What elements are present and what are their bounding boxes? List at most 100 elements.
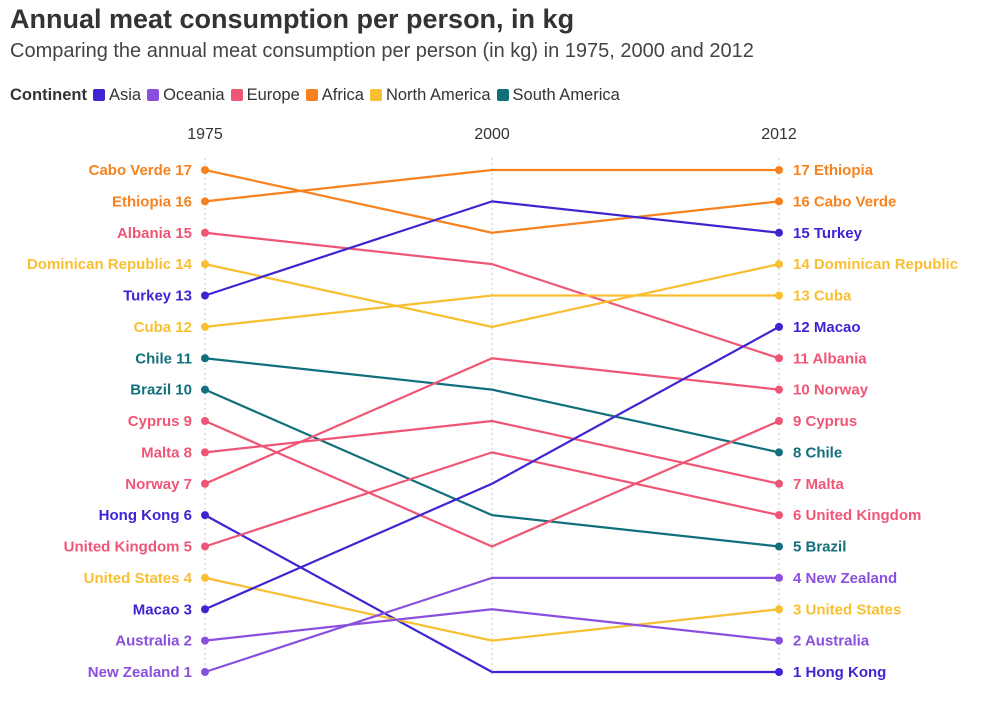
legend-label-asia: Asia <box>108 85 142 104</box>
label-1975-turkey: Turkey 13 <box>123 288 192 305</box>
legend-swatch-asia <box>92 89 105 101</box>
label-1975-hong-kong: Hong Kong 6 <box>99 507 192 524</box>
series-line-united-states <box>203 576 781 642</box>
series-line-macao <box>203 325 781 611</box>
point-2012-united-states <box>775 605 783 614</box>
series-line-new-zealand <box>203 576 781 674</box>
legend-swatch-europe <box>230 89 243 101</box>
point-2012-turkey <box>775 228 783 237</box>
label-1975-chile: Chile 11 <box>135 350 192 367</box>
point-1975-brazil <box>201 385 209 394</box>
point-1975-malta <box>201 448 209 457</box>
series-line-brazil <box>203 388 781 548</box>
label-2012-norway: 10 Norway <box>793 382 869 399</box>
point-2012-albania <box>775 354 783 363</box>
chart-title: Annual meat consumption per person, in k… <box>10 4 575 34</box>
label-1975-albania: Albania 15 <box>117 225 192 242</box>
label-2012-albania: 11 Albania <box>793 350 867 367</box>
point-2012-dominican-republic <box>775 260 783 269</box>
legend-item-asia[interactable]: Asia <box>92 85 142 105</box>
point-1975-new-zealand <box>201 668 209 676</box>
point-1975-cabo-verde <box>201 166 209 174</box>
point-1975-hong-kong <box>201 511 209 520</box>
point-2012-new-zealand <box>775 573 783 582</box>
legend-label-north-america: North America <box>385 85 491 104</box>
point-1975-norway <box>201 479 209 488</box>
point-2012-australia <box>775 636 783 645</box>
legend-label-oceania: Oceania <box>163 85 225 104</box>
series-line-turkey <box>203 200 781 297</box>
year-label-1975: 1975 <box>187 126 223 143</box>
legend-item-europe[interactable]: Europe <box>230 85 300 105</box>
label-2012-macao: 12 Macao <box>793 319 861 336</box>
label-1975-dominican-republic: Dominican Republic 14 <box>27 256 193 273</box>
label-2012-cabo-verde: 16 Cabo Verde <box>793 193 896 210</box>
label-1975-norway: Norway 7 <box>125 476 192 493</box>
point-1975-chile <box>201 354 209 363</box>
label-1975-cyprus: Cyprus 9 <box>128 413 192 430</box>
label-2012-australia: 2 Australia <box>793 633 870 650</box>
point-1975-united-states <box>201 573 209 582</box>
label-2012-turkey: 15 Turkey <box>793 225 863 242</box>
label-1975-brazil: Brazil 10 <box>130 382 192 399</box>
label-2012-hong-kong: 1 Hong Kong <box>793 664 886 681</box>
label-1975-cabo-verde: Cabo Verde 17 <box>89 162 192 179</box>
legend-label-europe: Europe <box>246 85 300 104</box>
series-lines <box>203 168 781 674</box>
legend-swatch-south-america <box>496 89 509 101</box>
label-1975-ethiopia: Ethiopia 16 <box>112 193 192 210</box>
label-2012-ethiopia: 17 Ethiopia <box>793 162 874 179</box>
point-1975-ethiopia <box>201 197 209 206</box>
label-2012-united-states: 3 United States <box>793 601 901 618</box>
point-1975-albania <box>201 228 209 237</box>
legend-title: Continent <box>10 85 87 104</box>
legend-swatch-north-america <box>369 89 382 101</box>
legend: Continent Asia Oceania Europe Africa Nor… <box>10 84 626 106</box>
point-2012-ethiopia <box>775 166 783 174</box>
legend-item-north-america[interactable]: North America <box>369 85 491 105</box>
label-2012-malta: 7 Malta <box>793 476 845 493</box>
series-line-cuba <box>203 294 781 328</box>
series-line-australia <box>203 608 781 642</box>
label-2012-dominican-republic: 14 Dominican Republic <box>793 256 958 273</box>
point-2012-chile <box>775 448 783 457</box>
legend-swatch-africa <box>305 89 318 101</box>
point-1975-turkey <box>201 291 209 300</box>
legend-item-africa[interactable]: Africa <box>305 85 364 105</box>
legend-item-oceania[interactable]: Oceania <box>147 85 225 105</box>
label-1975-united-states: United States 4 <box>84 570 193 587</box>
point-2012-malta <box>775 479 783 488</box>
label-2012-united-kingdom: 6 United Kingdom <box>793 507 921 524</box>
point-2012-cuba <box>775 291 783 300</box>
year-label-2000: 2000 <box>474 126 510 143</box>
year-label-2012: 2012 <box>761 126 797 143</box>
series-line-ethiopia <box>203 168 781 203</box>
label-2012-brazil: 5 Brazil <box>793 539 846 556</box>
chart-subtitle: Comparing the annual meat consumption pe… <box>10 40 754 62</box>
point-2012-norway <box>775 385 783 394</box>
point-2012-macao <box>775 322 783 331</box>
label-1975-malta: Malta 8 <box>141 444 192 461</box>
series-line-united-kingdom <box>203 451 781 548</box>
point-2012-cyprus <box>775 417 783 425</box>
point-2012-united-kingdom <box>775 511 783 520</box>
label-1975-macao: Macao 3 <box>133 601 192 618</box>
label-2012-cuba: 13 Cuba <box>793 288 852 305</box>
label-2012-new-zealand: 4 New Zealand <box>793 570 897 587</box>
label-1975-united-kingdom: United Kingdom 5 <box>64 539 192 556</box>
series-line-dominican-republic <box>203 263 781 328</box>
legend-label-south-america: South America <box>512 85 620 104</box>
label-1975-australia: Australia 2 <box>115 633 192 650</box>
point-1975-cuba <box>201 322 209 331</box>
point-2012-cabo-verde <box>775 197 783 206</box>
point-1975-australia <box>201 636 209 645</box>
legend-item-south-america[interactable]: South America <box>496 85 620 105</box>
legend-swatch-oceania <box>147 89 160 101</box>
legend-label-africa: Africa <box>321 85 364 104</box>
series-line-albania <box>203 231 781 360</box>
point-2012-hong-kong <box>775 668 783 676</box>
point-1975-dominican-republic <box>201 260 209 269</box>
label-2012-chile: 8 Chile <box>793 444 842 461</box>
label-2012-cyprus: 9 Cyprus <box>793 413 857 430</box>
point-1975-united-kingdom <box>201 542 209 551</box>
